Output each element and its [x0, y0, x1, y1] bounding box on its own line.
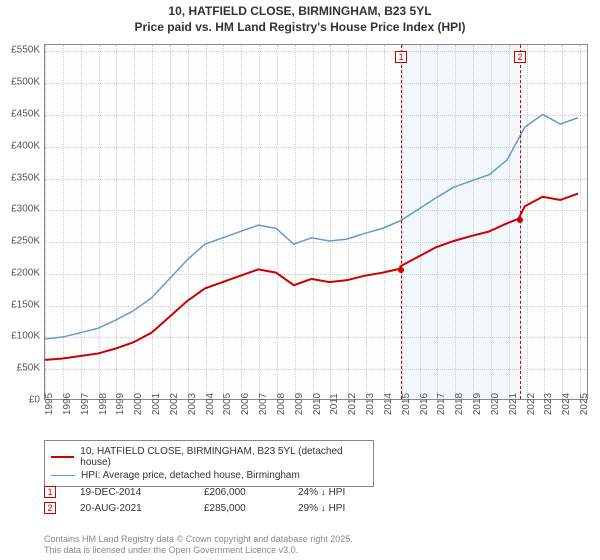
title-line-1: 10, HATFIELD CLOSE, BIRMINGHAM, B23 5YL [0, 4, 600, 20]
x-tick-label: 2023 [543, 393, 554, 415]
sales-row: 2 20-AUG-2021 £285,000 29% ↓ HPI [44, 500, 345, 516]
y-tick-label: £550K [11, 45, 40, 56]
sale-number-box: 1 [44, 486, 56, 498]
x-tick-label: 2000 [133, 393, 144, 415]
x-tick-label: 1998 [98, 393, 109, 415]
x-tick-label: 2024 [561, 393, 572, 415]
x-tick-label: 2008 [276, 393, 287, 415]
legend: 10, HATFIELD CLOSE, BIRMINGHAM, B23 5YL … [44, 440, 374, 487]
x-tick-label: 2003 [187, 393, 198, 415]
y-tick-label: £500K [11, 77, 40, 88]
legend-row: 10, HATFIELD CLOSE, BIRMINGHAM, B23 5YL … [51, 445, 367, 469]
plot-area: 12 [44, 44, 588, 400]
y-tick-label: £200K [11, 267, 40, 278]
sale-number-box: 2 [44, 502, 56, 514]
x-tick-label: 2002 [169, 393, 180, 415]
y-tick-label: £400K [11, 140, 40, 151]
x-tick-label: 2012 [347, 393, 358, 415]
y-tick-label: £450K [11, 108, 40, 119]
sale-price: £206,000 [204, 487, 274, 498]
y-tick-label: £300K [11, 204, 40, 215]
x-tick-label: 2011 [329, 393, 340, 415]
sale-date: 20-AUG-2021 [80, 503, 180, 514]
sale-date: 19-DEC-2014 [80, 487, 180, 498]
chart-container: 10, HATFIELD CLOSE, BIRMINGHAM, B23 5YL … [0, 0, 600, 560]
x-tick-label: 2009 [294, 393, 305, 415]
x-tick-label: 2025 [579, 393, 590, 415]
y-tick-label: £0 [29, 395, 40, 406]
y-tick-label: £350K [11, 172, 40, 183]
x-tick-label: 2016 [419, 393, 430, 415]
sale-marker-dot [398, 267, 404, 273]
x-tick-label: 2006 [240, 393, 251, 415]
x-tick-label: 2015 [401, 393, 412, 415]
x-tick-label: 2001 [151, 393, 162, 415]
x-tick-label: 1996 [62, 393, 73, 415]
x-tick-label: 2017 [436, 393, 447, 415]
x-tick-label: 2018 [454, 393, 465, 415]
series-svg [45, 45, 587, 399]
footer-line-1: Contains HM Land Registry data © Crown c… [44, 534, 353, 545]
marker-box: 2 [514, 51, 526, 63]
y-tick-label: £50K [17, 363, 40, 374]
x-tick-label: 1995 [44, 393, 55, 415]
legend-swatch [51, 475, 75, 476]
y-tick-label: £100K [11, 331, 40, 342]
legend-swatch [51, 456, 74, 458]
x-axis: 1995199619971998199920002001200220032004… [44, 400, 588, 440]
y-tick-label: £150K [11, 299, 40, 310]
legend-label: HPI: Average price, detached house, Birm… [81, 470, 300, 481]
sale-marker-dot [517, 217, 523, 223]
legend-label: 10, HATFIELD CLOSE, BIRMINGHAM, B23 5YL … [80, 446, 367, 468]
sales-table: 1 19-DEC-2014 £206,000 24% ↓ HPI 2 20-AUG-202… [44, 484, 345, 516]
footer-attribution: Contains HM Land Registry data © Crown c… [44, 534, 353, 557]
y-tick-label: £250K [11, 236, 40, 247]
marker-line [401, 45, 402, 399]
x-tick-label: 2021 [508, 393, 519, 415]
x-tick-label: 2005 [222, 393, 233, 415]
sale-delta: 29% ↓ HPI [298, 503, 345, 514]
x-tick-label: 2020 [490, 393, 501, 415]
x-tick-label: 1997 [80, 393, 91, 415]
x-tick-label: 2004 [205, 393, 216, 415]
x-tick-label: 2010 [312, 393, 323, 415]
x-tick-label: 2007 [258, 393, 269, 415]
y-axis: £0£50K£100K£150K£200K£250K£300K£350K£400… [0, 44, 44, 400]
x-tick-label: 2013 [365, 393, 376, 415]
sale-delta: 24% ↓ HPI [298, 487, 345, 498]
sale-price: £285,000 [204, 503, 274, 514]
x-tick-label: 2022 [526, 393, 537, 415]
title-line-2: Price paid vs. HM Land Registry's House … [0, 20, 600, 36]
footer-line-2: This data is licensed under the Open Gov… [44, 545, 353, 556]
x-tick-label: 2019 [472, 393, 483, 415]
marker-box: 1 [395, 51, 407, 63]
x-tick-label: 2014 [383, 393, 394, 415]
x-tick-label: 1999 [115, 393, 126, 415]
legend-row: HPI: Average price, detached house, Birm… [51, 469, 367, 482]
series-price-paid [45, 194, 578, 360]
title-block: 10, HATFIELD CLOSE, BIRMINGHAM, B23 5YL … [0, 0, 600, 37]
sales-row: 1 19-DEC-2014 £206,000 24% ↓ HPI [44, 484, 345, 500]
